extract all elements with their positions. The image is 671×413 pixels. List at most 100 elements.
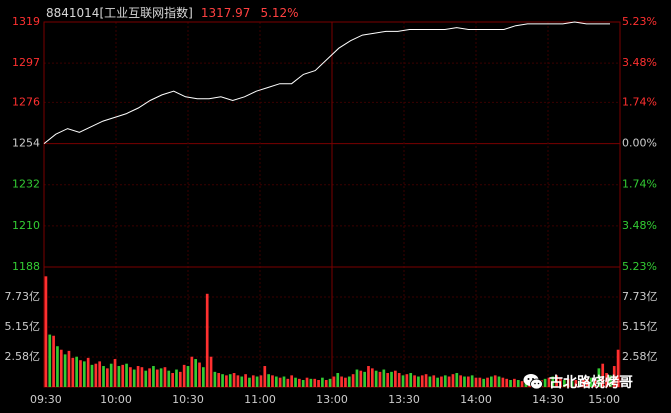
volume-bar — [194, 359, 198, 387]
volume-bar — [56, 346, 59, 387]
volume-bar — [562, 380, 566, 387]
volume-bar — [459, 375, 462, 387]
percent-axis-label: 3.48% — [622, 56, 657, 69]
volume-bar — [106, 368, 109, 387]
volume-bar — [267, 374, 270, 387]
volume-bar — [455, 373, 459, 387]
volume-bar — [466, 376, 470, 387]
volume-bar — [436, 377, 439, 387]
volume-bar — [589, 377, 593, 387]
volume-bar — [505, 378, 509, 387]
volume-bar — [344, 377, 347, 387]
price-axis-label: 1319 — [12, 15, 40, 28]
volume-bar — [478, 377, 482, 387]
volume-bar — [129, 367, 132, 387]
time-axis-label: 14:00 — [460, 393, 492, 406]
volume-axis-label-right: 7.73亿 — [622, 290, 658, 303]
volume-bar — [382, 369, 386, 387]
volume-bar — [202, 367, 205, 387]
volume-bar — [424, 374, 428, 387]
volume-bar — [359, 370, 363, 387]
percent-axis-label: 1.74% — [622, 178, 657, 191]
volume-bar — [301, 380, 305, 387]
volume-bar — [390, 371, 393, 387]
volume-bar — [351, 374, 355, 387]
volume-bar — [209, 356, 213, 387]
volume-bar — [182, 364, 186, 387]
price-axis-label: 1276 — [12, 95, 40, 108]
volume-bar — [205, 293, 209, 387]
volume-bar — [578, 381, 582, 387]
volume-bar — [513, 378, 516, 387]
volume-bar — [386, 373, 390, 387]
volume-bar — [282, 376, 286, 387]
volume-bar — [370, 368, 374, 387]
price-axis-label: 1254 — [12, 137, 40, 150]
volume-bar — [570, 381, 574, 387]
volume-axis-label-left: 5.15亿 — [5, 320, 41, 333]
volume-bar — [271, 375, 274, 387]
volume-bar — [71, 357, 75, 387]
volume-axis-label-right: 2.58亿 — [622, 350, 658, 363]
volume-bar — [363, 371, 366, 387]
volume-bar — [601, 363, 605, 387]
volume-bar — [75, 356, 78, 387]
watermark-text: 古北路烧烤哥 — [549, 375, 633, 391]
volume-bar — [374, 370, 378, 387]
volume-bar — [482, 378, 486, 387]
volume-bar — [186, 366, 190, 387]
price-axis-label: 1188 — [12, 260, 40, 273]
volume-bar — [171, 373, 174, 387]
volume-bar — [163, 367, 167, 387]
time-axis-label: 14:30 — [532, 393, 564, 406]
volume-bar — [367, 366, 370, 387]
volume-bar — [420, 375, 424, 387]
volume-bar — [440, 376, 443, 387]
volume-bar — [198, 362, 201, 387]
volume-bar — [228, 374, 232, 387]
volume-bar — [167, 370, 171, 387]
volume-bar — [547, 377, 551, 387]
volume-bar — [125, 363, 128, 387]
volume-bar — [428, 376, 432, 387]
volume-bar — [159, 368, 163, 387]
volume-bar — [94, 363, 98, 387]
volume-bar — [443, 375, 447, 387]
time-axis-label: 10:00 — [100, 393, 132, 406]
percent-axis-label: 5.23% — [622, 15, 657, 28]
volume-axis-label-left: 2.58亿 — [5, 350, 41, 363]
time-axis-label: 13:30 — [388, 393, 420, 406]
volume-bar — [286, 378, 290, 387]
volume-bar — [355, 369, 359, 387]
time-axis-label: 15:00 — [588, 393, 620, 406]
volume-bar — [397, 373, 401, 387]
volume-bar — [605, 373, 608, 387]
volume-bar — [240, 376, 244, 387]
volume-bar — [401, 375, 405, 387]
volume-bar — [347, 376, 351, 387]
volume-bar — [336, 373, 340, 387]
volume-bar — [555, 375, 558, 387]
volume-bar — [290, 375, 294, 387]
volume-bar — [582, 380, 585, 387]
volume-bar — [490, 376, 493, 387]
volume-bar — [451, 374, 455, 387]
volume-bar — [48, 334, 52, 387]
volume-bar — [59, 349, 63, 387]
volume-bar — [405, 374, 409, 387]
volume-bar — [217, 373, 221, 387]
volume-bar — [609, 375, 612, 387]
volume-bar — [178, 371, 182, 387]
volume-bar — [317, 380, 320, 387]
volume-bar — [413, 375, 416, 387]
volume-bar — [394, 370, 397, 387]
price-axis-label: 1210 — [12, 219, 40, 232]
volume-bar — [52, 335, 55, 387]
volume-bar — [175, 369, 178, 387]
last-price: 1317.97 — [200, 6, 251, 20]
volume-bar — [470, 375, 474, 387]
time-axis-label: 09:30 — [30, 393, 62, 406]
volume-bar — [509, 380, 512, 387]
volume-bar — [251, 375, 255, 387]
